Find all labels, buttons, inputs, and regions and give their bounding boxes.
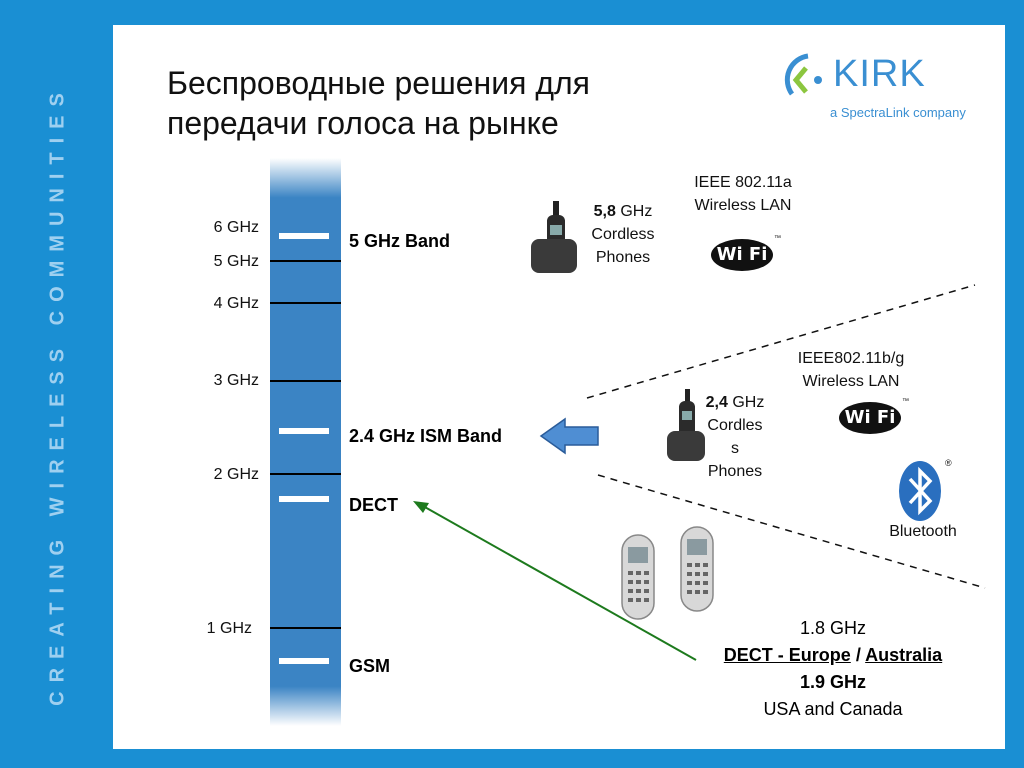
dect-arrowhead [413, 501, 429, 513]
band-label-ism: 2.4 GHz ISM Band [349, 426, 503, 446]
phones-24-line3: s [731, 440, 739, 457]
wifi-tm: ™ [774, 235, 781, 242]
wlan-bg-line1: IEEE802.11b/g [797, 350, 905, 367]
wifi-tm: ™ [902, 398, 909, 405]
freq-label: 1 GHz [206, 620, 252, 637]
dect-info-block: 1.8 GHz DECT - Europe / Australia 1.9 GH… [683, 615, 983, 723]
mark-dect-band [279, 496, 329, 502]
phones-58-freq: 5,8 [593, 203, 616, 220]
phones-24-label: 2,4 GHz Cordles s Phones [691, 391, 779, 483]
logo-tagline: a SpectraLink company [830, 105, 966, 120]
tick-2ghz [270, 473, 341, 475]
tick-1ghz [270, 627, 341, 629]
tick-4ghz [270, 302, 341, 304]
phones-58-unit: GHz [615, 203, 653, 220]
wifi-logo-icon: Wi Fi ™ [839, 398, 909, 438]
dect-info-sep: / [850, 645, 866, 665]
bluetooth-label: Bluetooth [889, 523, 957, 540]
phones-58-label: 5,8 GHz Cordless Phones [575, 200, 671, 269]
wlan-bg-line2: Wireless LAN [802, 373, 900, 390]
freq-label: 2 GHz [213, 466, 259, 483]
ism-pointer-arrow [556, 427, 598, 454]
side-tagline: CREATING WIRELESS COMMUNITIES [46, 84, 69, 706]
kirk-logo-icon [784, 53, 822, 96]
phones-58-line3: Phones [595, 249, 651, 266]
dect-info-line1: 1.8 GHz [799, 618, 867, 638]
dect-info-line4: USA and Canada [763, 699, 903, 719]
freq-label: 3 GHz [213, 372, 259, 389]
phones-24-line2: Cordles [707, 417, 763, 434]
wifi-logo-icon: Wi Fi ™ [711, 235, 781, 275]
band-label-dect: DECT [349, 495, 398, 515]
bluetooth-reg: ® [945, 458, 952, 468]
band-label-gsm: GSM [349, 656, 391, 676]
dect-info-line3: 1.9 GHz [799, 672, 867, 692]
wifi-logo-text: Wi Fi [844, 407, 896, 428]
freq-label: 6 GHz [213, 219, 259, 236]
tick-3ghz [270, 380, 341, 382]
wlan-bg-label: IEEE802.11b/g Wireless LAN [781, 347, 921, 393]
phones-24-line4: Phones [707, 463, 763, 480]
spectrum-band [270, 158, 341, 726]
bluetooth-icon [899, 461, 941, 521]
tick-5ghz [270, 260, 341, 262]
logo-wordmark: KIRK [833, 53, 926, 95]
mark-gsm-band [279, 658, 329, 664]
title-line-1: Беспроводные решения для [167, 65, 590, 101]
dect-handset-icon [680, 526, 714, 612]
band-label-5ghz: 5 GHz Band [349, 231, 451, 251]
freq-label: 5 GHz [213, 253, 259, 270]
phones-24-unit: GHz [727, 394, 765, 411]
dect-handset-icon [621, 534, 655, 620]
cordless-phone-58-icon [531, 201, 577, 273]
cordless-phone-24-icon [667, 389, 705, 461]
wifi-logo-text: Wi Fi [716, 244, 768, 265]
mark-ism-band [279, 428, 329, 434]
dect-info-australia: Australia [865, 645, 943, 665]
phones-58-line2: Cordless [591, 226, 655, 243]
freq-label: 4 GHz [213, 295, 259, 312]
dect-info-europe: DECT - Europe [723, 645, 851, 665]
wlan-a-line2: Wireless LAN [694, 197, 792, 214]
slide: Беспроводные решения для передачи голоса… [113, 25, 1005, 749]
ism-arrow-icon [539, 417, 599, 455]
mark-5ghz-band [279, 233, 329, 239]
wlan-a-line1: IEEE 802.11a [694, 174, 792, 191]
phones-24-freq: 2,4 [705, 394, 728, 411]
title-line-2: передачи голоса на рынке [167, 105, 559, 141]
slide-title: Беспроводные решения для передачи голоса… [167, 63, 687, 143]
wlan-a-label: IEEE 802.11a Wireless LAN [678, 171, 808, 217]
